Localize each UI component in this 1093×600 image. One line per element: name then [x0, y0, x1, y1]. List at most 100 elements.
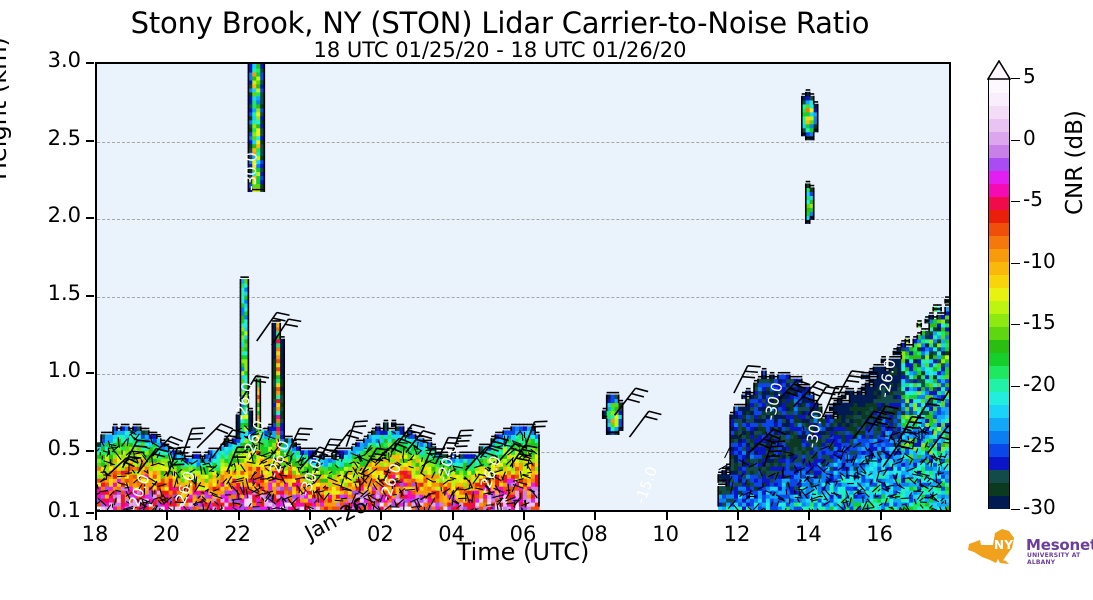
- x-axis-tick-label: 08: [580, 522, 608, 546]
- gridline: [97, 219, 949, 221]
- colorbar-tick-label: -30: [1023, 495, 1056, 519]
- colorbar-extend-arrow-icon: [987, 60, 1011, 80]
- page-title: Stony Brook, NY (STON) Lidar Carrier-to-…: [130, 6, 870, 40]
- y-axis-tick-label: 1.0: [47, 358, 81, 383]
- colorbar-segment: [989, 144, 1009, 158]
- colorbar-segment: [989, 404, 1009, 418]
- colorbar-segment: [989, 469, 1009, 483]
- x-axis-tick: [523, 512, 525, 520]
- colorbar-segment: [989, 391, 1009, 405]
- y-axis-tick-label: 2.5: [47, 125, 81, 150]
- colorbar-segment: [989, 495, 1009, 509]
- colorbar-tick-label: -15: [1023, 310, 1056, 335]
- colorbar-tick: [1011, 201, 1020, 203]
- x-axis-tick: [237, 512, 240, 520]
- colorbar-segment: [989, 300, 1009, 314]
- x-axis-tick: [879, 512, 882, 520]
- colorbar-segment: [989, 118, 1009, 132]
- logo-mesonet-text: Mesonet: [1026, 536, 1093, 554]
- colorbar-tick-label: -10: [1023, 248, 1056, 273]
- gridline: [97, 374, 949, 376]
- logo-nys-text: NYS: [994, 538, 1023, 552]
- y-axis-tick-label: 2.0: [47, 203, 81, 228]
- y-axis-tick-label: 3.0: [47, 48, 81, 72]
- colorbar-segment: [989, 170, 1009, 184]
- y-axis-tick: [86, 512, 94, 514]
- colorbar-segment: [989, 157, 1009, 171]
- colorbar-segment: [989, 248, 1009, 262]
- plot-area[interactable]: -26.0 -26.0 -26.0 -30.0 -26.0 -20.0 -26.0 -30.0…: [95, 62, 951, 512]
- heatmap-data-layer: -26.0-26.0-26.0 -30.0 -26.0 -20.0 -26.0-30.0…: [97, 64, 949, 510]
- colorbar-label: CNR (dB): [1062, 110, 1088, 215]
- y-axis-tick-label: 1.5: [47, 280, 81, 305]
- nys-mesonet-logo: NYS Mesonet UNIVERSITY AT ALBANY: [962, 524, 1093, 570]
- colorbar-segment: [989, 313, 1009, 327]
- colorbar-tick: [1011, 262, 1020, 264]
- colorbar-tick-label: -5: [1023, 187, 1043, 212]
- x-axis-tick-label: 18: [81, 522, 109, 546]
- colorbar-segment: [989, 79, 1009, 93]
- colorbar[interactable]: [988, 78, 1010, 509]
- colorbar-segment: [989, 326, 1009, 340]
- x-axis-tick-label: 16: [866, 522, 894, 546]
- y-axis-tick: [86, 139, 94, 142]
- colorbar-segment: [989, 196, 1009, 210]
- x-axis-tick-label: 20: [152, 522, 180, 546]
- colorbar-tick-label: 0: [1023, 125, 1036, 150]
- x-axis-tick-label: 06: [509, 522, 537, 546]
- colorbar-tick: [1011, 385, 1020, 387]
- colorbar-segment: [989, 274, 1009, 288]
- colorbar-segment: [989, 105, 1009, 119]
- colorbar-segment: [989, 235, 1009, 249]
- colorbar-segment: [989, 417, 1009, 431]
- x-axis-tick: [166, 512, 169, 520]
- colorbar-segment: [989, 339, 1009, 353]
- colorbar-segment: [989, 482, 1009, 496]
- colorbar-segment: [989, 364, 1009, 379]
- logo-university-text: UNIVERSITY AT ALBANY: [1027, 552, 1081, 566]
- x-axis-tick: [594, 512, 597, 520]
- x-axis-tick: [95, 512, 97, 520]
- colorbar-segment: [989, 287, 1009, 301]
- y-axis-tick: [86, 217, 94, 220]
- colorbar-segment: [989, 378, 1009, 392]
- colorbar-tick: [1011, 324, 1020, 326]
- colorbar-tick: [1011, 139, 1020, 141]
- x-axis-tick-label: 04: [438, 522, 466, 546]
- x-axis-tick-label: 12: [723, 522, 751, 546]
- colorbar-segment: [989, 209, 1009, 223]
- x-axis-tick: [380, 512, 383, 520]
- x-axis-tick-label: 14: [794, 522, 822, 546]
- y-axis-tick: [86, 294, 94, 297]
- colorbar-tick-label: 5: [1023, 64, 1036, 88]
- colorbar-tick-label: -25: [1023, 433, 1056, 458]
- colorbar-segment: [989, 443, 1009, 457]
- x-axis-tick: [737, 512, 739, 520]
- y-axis-label: Height (km): [0, 37, 12, 180]
- x-axis-tick-label: 22: [224, 522, 252, 546]
- colorbar-tick: [1011, 78, 1020, 79]
- y-axis-tick: [86, 449, 94, 452]
- x-axis-tick: [309, 512, 311, 520]
- colorbar-segment: [989, 430, 1009, 444]
- colorbar-tick: [1011, 447, 1020, 449]
- y-axis-tick-label: 0.5: [47, 435, 81, 460]
- y-axis-tick: [86, 372, 94, 375]
- y-axis-tick: [86, 62, 94, 64]
- x-axis-tick-label: 02: [366, 522, 394, 546]
- colorbar-tick: [1011, 509, 1020, 510]
- x-axis-label: Time (UTC): [456, 538, 590, 566]
- x-axis-tick-label: 10: [652, 522, 680, 546]
- x-axis-tick: [451, 512, 454, 520]
- colorbar-segment: [989, 131, 1009, 145]
- colorbar-segment: [989, 352, 1009, 366]
- new-york-state-shape-icon: [968, 529, 1014, 564]
- page-subtitle: 18 UTC 01/25/20 - 18 UTC 01/26/20: [313, 38, 687, 62]
- x-axis-tick: [808, 512, 811, 520]
- colorbar-segment: [989, 92, 1009, 106]
- gridline: [97, 141, 949, 143]
- colorbar-segment: [989, 261, 1009, 275]
- colorbar-tick-label: -20: [1023, 371, 1056, 396]
- y-axis-tick-label: 0.1: [47, 498, 81, 522]
- gridline: [97, 296, 949, 298]
